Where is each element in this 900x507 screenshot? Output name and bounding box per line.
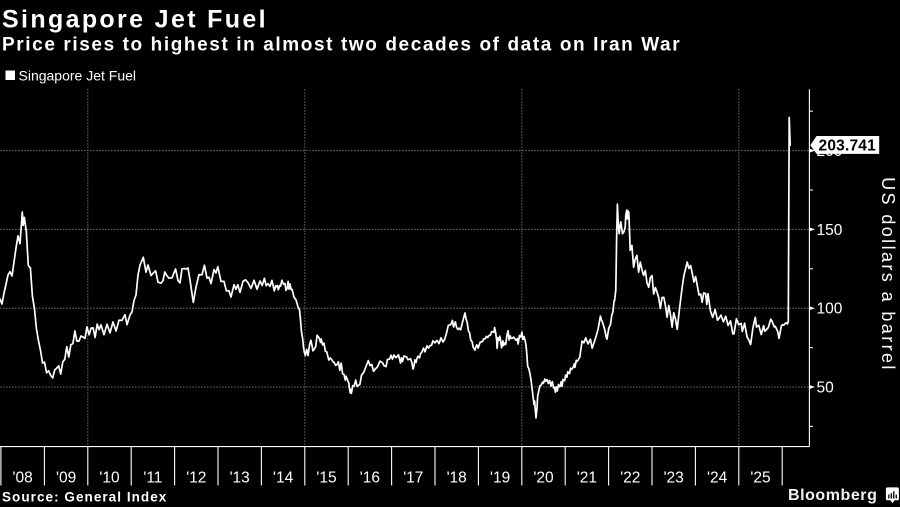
svg-text:Bloomberg: Bloomberg xyxy=(788,487,877,504)
svg-text:'12: '12 xyxy=(186,470,206,487)
svg-text:'17: '17 xyxy=(403,470,423,487)
svg-text:203.741: 203.741 xyxy=(819,138,877,155)
svg-text:50: 50 xyxy=(817,379,835,396)
svg-text:Singapore Jet Fuel: Singapore Jet Fuel xyxy=(19,67,137,83)
svg-text:'22: '22 xyxy=(620,470,640,487)
svg-text:'13: '13 xyxy=(230,470,250,487)
svg-text:'16: '16 xyxy=(360,470,380,487)
svg-text:'24: '24 xyxy=(707,470,728,487)
svg-text:US dollars a barrel: US dollars a barrel xyxy=(878,177,898,372)
svg-text:'15: '15 xyxy=(316,470,336,487)
svg-text:'10: '10 xyxy=(99,470,120,487)
svg-text:'20: '20 xyxy=(533,470,554,487)
svg-text:150: 150 xyxy=(817,222,843,239)
svg-text:Singapore Jet Fuel: Singapore Jet Fuel xyxy=(2,6,268,34)
svg-text:'09: '09 xyxy=(56,470,76,487)
svg-text:'14: '14 xyxy=(273,470,294,487)
svg-text:Source: General Index: Source: General Index xyxy=(2,490,167,505)
svg-text:Price rises to highest in almo: Price rises to highest in almost two dec… xyxy=(2,35,681,56)
svg-text:'21: '21 xyxy=(577,470,597,487)
svg-text:'11: '11 xyxy=(143,470,162,487)
svg-text:'23: '23 xyxy=(664,470,684,487)
svg-text:'19: '19 xyxy=(490,470,510,487)
svg-text:100: 100 xyxy=(817,301,843,318)
svg-text:'08: '08 xyxy=(12,470,32,487)
svg-text:'18: '18 xyxy=(447,470,467,487)
svg-text:'25: '25 xyxy=(750,470,770,487)
